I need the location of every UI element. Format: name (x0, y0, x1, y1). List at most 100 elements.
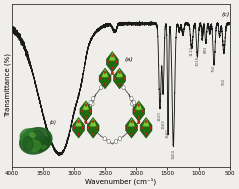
Circle shape (82, 126, 84, 129)
Circle shape (87, 111, 91, 115)
Text: 592: 592 (222, 78, 226, 85)
Circle shape (85, 115, 88, 119)
Circle shape (107, 61, 109, 63)
Circle shape (122, 85, 125, 90)
Text: 883: 883 (204, 45, 208, 53)
Polygon shape (128, 118, 135, 127)
Ellipse shape (20, 129, 40, 146)
Circle shape (104, 71, 106, 74)
Circle shape (81, 110, 82, 112)
Circle shape (92, 96, 95, 101)
Text: 1110: 1110 (190, 46, 194, 56)
Polygon shape (114, 68, 125, 89)
Polygon shape (80, 101, 92, 122)
Circle shape (92, 120, 94, 123)
Circle shape (85, 121, 87, 124)
Text: 1569: 1569 (161, 120, 165, 129)
Circle shape (85, 116, 87, 119)
Circle shape (145, 133, 147, 135)
Circle shape (130, 120, 132, 123)
Circle shape (91, 102, 94, 106)
Polygon shape (75, 118, 82, 127)
Ellipse shape (33, 130, 44, 140)
Polygon shape (102, 68, 109, 77)
Circle shape (134, 110, 136, 112)
Circle shape (73, 126, 75, 129)
Ellipse shape (42, 146, 46, 149)
Circle shape (105, 78, 109, 82)
Circle shape (126, 126, 128, 129)
Circle shape (88, 126, 90, 129)
Circle shape (103, 136, 106, 141)
Circle shape (89, 110, 91, 112)
Ellipse shape (20, 128, 52, 154)
Circle shape (132, 125, 136, 129)
Circle shape (86, 110, 89, 114)
Text: 750: 750 (212, 65, 216, 72)
Ellipse shape (30, 133, 35, 137)
Circle shape (116, 78, 120, 82)
Circle shape (135, 126, 137, 129)
Circle shape (109, 77, 110, 80)
Polygon shape (140, 118, 152, 138)
Circle shape (94, 129, 98, 134)
Circle shape (111, 71, 114, 74)
Text: 1500: 1500 (165, 128, 169, 138)
Polygon shape (116, 68, 123, 77)
Circle shape (118, 136, 122, 141)
Circle shape (97, 126, 98, 129)
Circle shape (123, 77, 125, 80)
Text: (b): (b) (50, 120, 57, 125)
Circle shape (92, 133, 94, 135)
Ellipse shape (27, 140, 41, 151)
Circle shape (130, 96, 133, 101)
X-axis label: Wavenumber (cm⁻¹): Wavenumber (cm⁻¹) (85, 177, 156, 185)
Circle shape (111, 67, 113, 69)
Circle shape (134, 111, 137, 115)
Circle shape (142, 110, 144, 112)
Polygon shape (87, 118, 99, 138)
Circle shape (107, 139, 110, 143)
Text: (a): (a) (125, 57, 133, 62)
Circle shape (138, 116, 140, 119)
Circle shape (114, 77, 116, 80)
Circle shape (130, 102, 134, 106)
Polygon shape (106, 52, 118, 72)
Circle shape (149, 126, 151, 129)
Text: 3429: 3429 (46, 134, 49, 144)
Circle shape (78, 133, 80, 135)
Circle shape (111, 54, 113, 57)
Text: 1620: 1620 (158, 111, 162, 121)
Circle shape (145, 120, 147, 123)
Polygon shape (82, 101, 89, 110)
Circle shape (136, 110, 139, 114)
Circle shape (104, 83, 106, 86)
Circle shape (138, 121, 140, 124)
Circle shape (138, 104, 140, 106)
Circle shape (119, 83, 120, 86)
Text: 1404: 1404 (171, 149, 175, 159)
Polygon shape (142, 118, 150, 127)
Y-axis label: Transmittance (%): Transmittance (%) (4, 53, 11, 118)
Circle shape (132, 100, 136, 105)
Circle shape (119, 71, 120, 74)
Polygon shape (133, 101, 145, 122)
Polygon shape (73, 118, 84, 138)
Circle shape (89, 125, 92, 129)
Polygon shape (126, 118, 137, 138)
Circle shape (127, 129, 130, 134)
Ellipse shape (23, 136, 33, 151)
Text: (c): (c) (222, 12, 230, 17)
Circle shape (114, 139, 118, 143)
Circle shape (100, 77, 102, 80)
Text: 1018: 1018 (196, 56, 199, 66)
Ellipse shape (33, 137, 50, 151)
Circle shape (136, 115, 140, 119)
Polygon shape (90, 118, 97, 127)
Circle shape (116, 61, 118, 63)
Polygon shape (99, 68, 111, 89)
Circle shape (85, 104, 87, 106)
Polygon shape (109, 52, 116, 61)
Circle shape (99, 85, 103, 90)
Circle shape (141, 126, 143, 129)
